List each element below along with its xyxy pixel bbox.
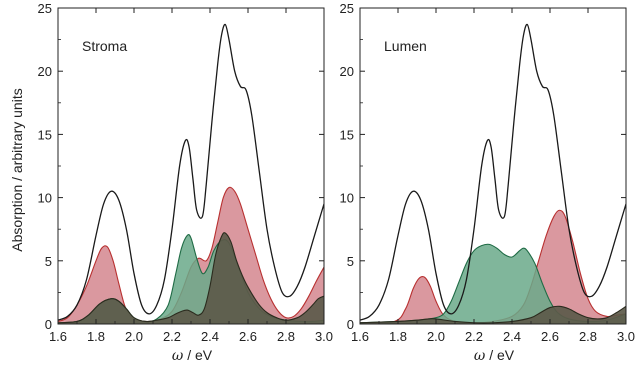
x-tick-label: 1.8: [87, 329, 105, 344]
stroma-plot-area: [58, 23, 324, 324]
y-tick-label: 10: [340, 191, 354, 206]
y-tick-label: 5: [347, 254, 354, 269]
x-tick-label: 2.6: [541, 329, 559, 344]
stroma-panel-title: Stroma: [82, 38, 127, 54]
lumen-dark-component-line: [360, 305, 626, 324]
stroma-total-spectrum-line: [58, 23, 324, 321]
y-tick-label: 0: [347, 317, 354, 332]
lumen-total-spectrum-line: [360, 23, 626, 321]
stroma-panel: 1.6 1.8 2.0 2.2 2.4 2.6 2.8 3.0 0 5 10 15 20 25 Stroma: [38, 1, 334, 344]
x-tick-label: 3.0: [617, 329, 635, 344]
x-tick-label: 2.8: [579, 329, 597, 344]
y-tick-label: 5: [45, 254, 52, 269]
lumen-panel-title: Lumen: [384, 38, 427, 54]
y-tick-label: 0: [45, 317, 52, 332]
x-tick-label: 2.4: [201, 329, 219, 344]
x-axis-symbol: ω: [172, 348, 184, 364]
y-tick-label: 20: [340, 64, 354, 79]
x-axis-label-right: ω / eV: [474, 347, 515, 364]
lumen-red-component-area: [360, 210, 626, 324]
stroma-green-component-area: [58, 234, 324, 324]
stroma-red-component-line: [58, 186, 324, 323]
y-tick-label: 10: [38, 191, 52, 206]
x-tick-label: 2.0: [125, 329, 143, 344]
stroma-red-component-area: [58, 187, 324, 324]
x-tick-label: 2.4: [503, 329, 521, 344]
y-tick-label: 15: [340, 127, 354, 142]
y-tick-label: 20: [38, 64, 52, 79]
y-tick-label: 25: [38, 1, 52, 16]
y-axis-label: Absorption / arbitrary units: [9, 88, 25, 251]
x-tick-label: 2.8: [277, 329, 295, 344]
x-tick-label: 2.2: [163, 329, 181, 344]
x-tick-label: 2.0: [427, 329, 445, 344]
y-tick-label: 25: [340, 1, 354, 16]
x-tick-label: 3.0: [315, 329, 333, 344]
x-tick-label: 2.2: [465, 329, 483, 344]
x-tick-label: 1.6: [351, 329, 369, 344]
x-tick-label: 1.8: [389, 329, 407, 344]
x-tick-label: 2.6: [239, 329, 257, 344]
lumen-green-component-area: [360, 244, 626, 324]
lumen-plot-area: [360, 23, 626, 324]
x-tick-label: 1.6: [49, 329, 67, 344]
x-axis-unit: / eV: [183, 347, 212, 363]
x-axis-label-left: ω / eV: [172, 347, 213, 364]
y-tick-label: 15: [38, 127, 52, 142]
lumen-panel: 1.6 1.8 2.0 2.2 2.4 2.6 2.8 3.0 0 5 10 15 20 25 Lumen: [340, 1, 636, 344]
stroma-dark-component-line: [58, 232, 324, 324]
x-axis-unit: / eV: [485, 347, 514, 363]
x-axis-symbol: ω: [474, 348, 486, 364]
